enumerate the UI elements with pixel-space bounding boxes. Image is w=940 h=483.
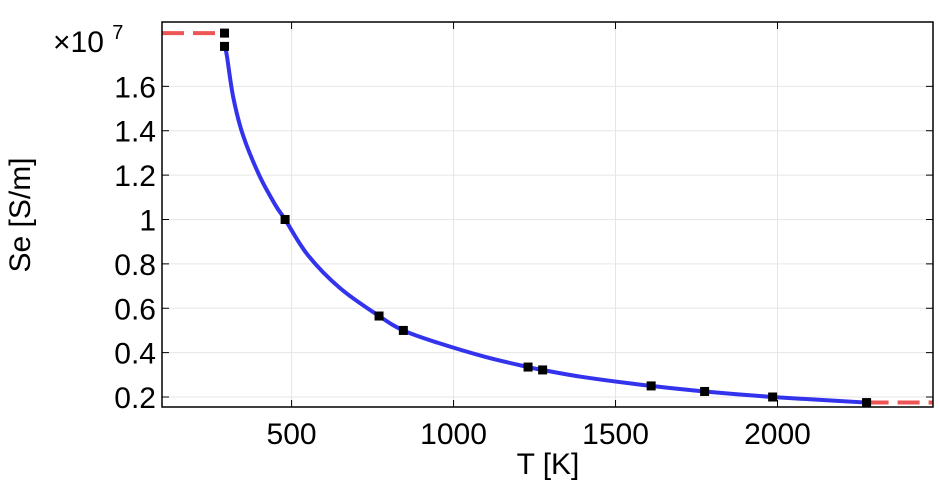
x-tick-label: 500 (267, 418, 317, 451)
data-point-marker (700, 386, 710, 396)
y-tick-label: 1.6 (114, 71, 156, 104)
data-point-marker (646, 381, 656, 391)
x-tick-label: 2000 (744, 418, 811, 451)
data-point-marker (220, 28, 230, 38)
plot-frame (161, 21, 934, 408)
data-point-marker (220, 41, 230, 51)
y-tick-label: 0.4 (114, 338, 156, 371)
y-multiplier-base: ×10 (53, 26, 104, 59)
grid (162, 22, 933, 407)
data-point-marker (862, 398, 872, 408)
y-tick-label: 0.2 (114, 382, 156, 415)
y-ticks: 0.2 0.4 0.6 0.8 1 1.2 1.4 1.6 (114, 71, 933, 415)
data-point-marker (398, 325, 408, 335)
y-tick-label: 0.6 (114, 293, 156, 326)
data-point-marker (523, 362, 533, 372)
data-point-marker (280, 214, 290, 224)
y-tick-label: 1.2 (114, 160, 156, 193)
y-tick-label: 0.8 (114, 249, 156, 282)
y-multiplier-exponent: 7 (112, 22, 123, 44)
data-point-marker (538, 365, 548, 375)
data-point-marker (374, 311, 384, 321)
y-multiplier: ×10 7 (53, 22, 123, 59)
y-tick-label: 1.4 (114, 116, 156, 149)
x-tick-label: 1500 (582, 418, 649, 451)
y-axis-label: Se [S/m] (4, 157, 37, 272)
x-axis-label: T [K] (517, 448, 580, 481)
data-point-marker (768, 392, 778, 402)
markers-layer (220, 28, 872, 408)
x-ticks: 500 1000 1500 2000 (267, 22, 811, 451)
y-tick-label: 1 (139, 204, 156, 237)
x-tick-label: 1000 (420, 418, 487, 451)
